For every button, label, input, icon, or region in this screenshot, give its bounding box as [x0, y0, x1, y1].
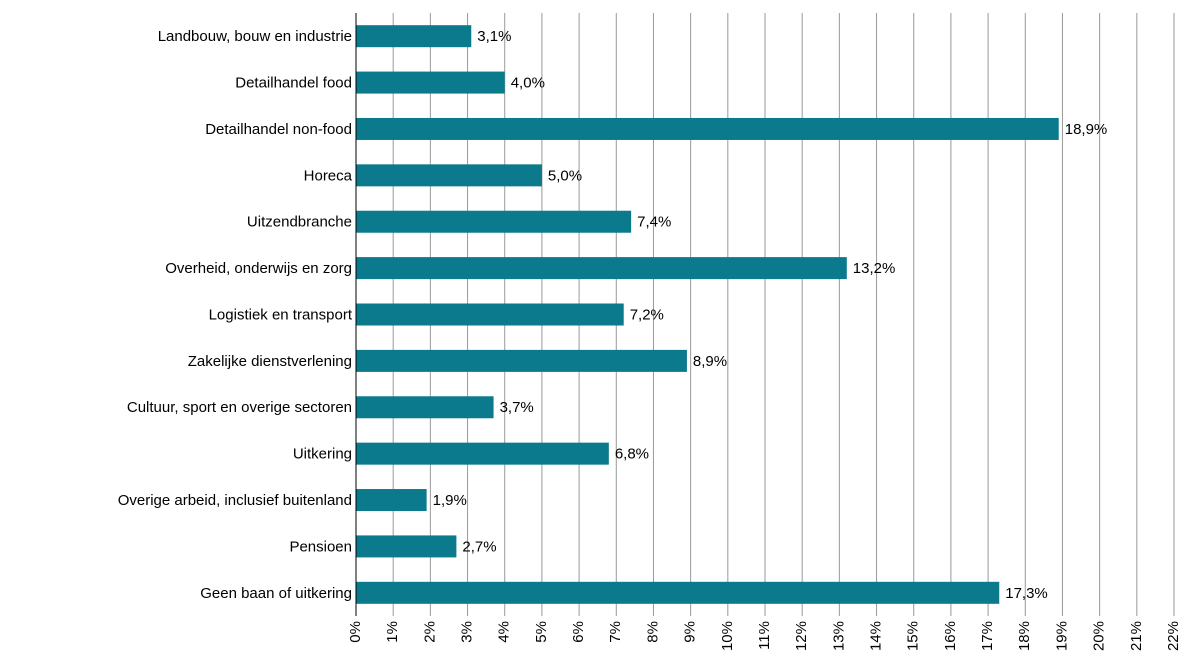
bar [356, 25, 472, 48]
x-tick-label: 8% [644, 621, 661, 643]
y-tick-label: Horeca [304, 167, 353, 184]
value-label: 4,0% [511, 75, 545, 92]
bar [356, 164, 542, 187]
y-tick-label: Uitkering [293, 446, 352, 463]
x-tick-label: 7% [607, 621, 624, 643]
x-tick-label: 14% [868, 621, 885, 651]
bar [356, 349, 687, 372]
y-tick-label: Detailhandel non-food [205, 121, 352, 138]
x-tick-label: 4% [496, 621, 513, 643]
y-tick-label: Logistiek en transport [209, 306, 353, 323]
x-tick-label: 16% [942, 621, 959, 651]
x-tick-label: 17% [979, 621, 996, 651]
x-tick-label: 22% [1165, 621, 1182, 651]
y-tick-label: Zakelijke dienstverlening [188, 353, 352, 370]
value-label: 3,7% [500, 399, 534, 416]
y-tick-label: Detailhandel food [235, 75, 352, 92]
bar [356, 303, 624, 326]
x-tick-label: 21% [1128, 621, 1145, 651]
x-tick-label: 12% [793, 621, 810, 651]
y-tick-label: Uitzendbranche [247, 214, 352, 231]
value-label: 18,9% [1065, 121, 1108, 138]
y-tick-label: Overige arbeid, inclusief buitenland [118, 492, 352, 509]
bar [356, 257, 847, 280]
y-tick-label: Landbouw, bouw en industrie [158, 28, 352, 45]
bar [356, 71, 505, 94]
x-tick-label: 0% [347, 621, 364, 643]
x-tick-label: 6% [570, 621, 587, 643]
value-label: 17,3% [1005, 585, 1048, 602]
value-label: 2,7% [462, 538, 496, 555]
value-label: 7,2% [630, 306, 664, 323]
value-label: 6,8% [615, 446, 649, 463]
value-label: 3,1% [477, 28, 511, 45]
value-label: 8,9% [693, 353, 727, 370]
x-tick-label: 10% [719, 621, 736, 651]
value-label: 1,9% [433, 492, 467, 509]
x-tick-label: 2% [421, 621, 438, 643]
bar [356, 210, 632, 233]
value-label: 5,0% [548, 167, 582, 184]
x-tick-label: 18% [1016, 621, 1033, 651]
bar [356, 581, 1000, 604]
y-tick-label: Pensioen [289, 538, 352, 555]
x-tick-label: 9% [682, 621, 699, 643]
bar [356, 396, 494, 419]
x-tick-label: 5% [533, 621, 550, 643]
y-tick-label: Geen baan of uitkering [200, 585, 352, 602]
value-label: 13,2% [853, 260, 896, 277]
x-tick-label: 13% [830, 621, 847, 651]
bar [356, 489, 427, 512]
x-tick-label: 3% [459, 621, 476, 643]
x-tick-label: 20% [1091, 621, 1108, 651]
value-label: 7,4% [637, 214, 671, 231]
x-tick-label: 11% [756, 621, 773, 650]
y-tick-label: Overheid, onderwijs en zorg [165, 260, 352, 277]
bar [356, 442, 609, 465]
x-tick-label: 19% [1053, 621, 1070, 651]
bar [356, 535, 457, 558]
bar [356, 117, 1059, 140]
y-tick-label: Cultuur, sport en overige sectoren [127, 399, 352, 416]
x-tick-label: 1% [384, 621, 401, 643]
x-tick-label: 15% [905, 621, 922, 651]
